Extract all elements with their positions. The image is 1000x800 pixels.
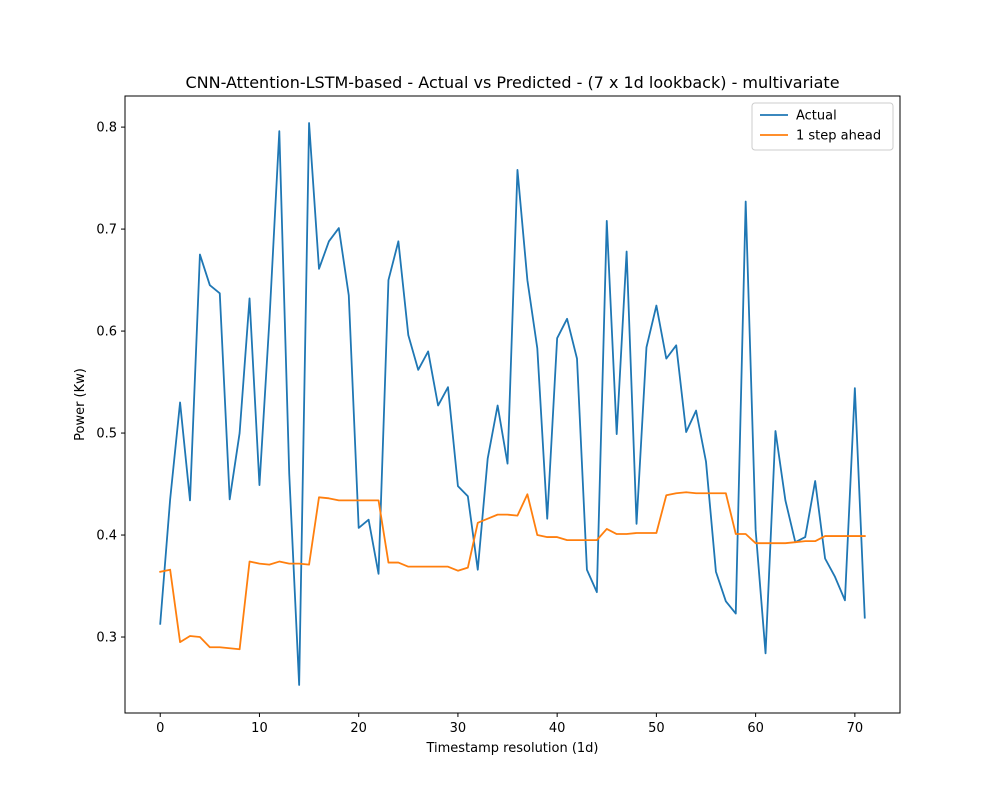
x-tick-label: 20 (350, 721, 367, 736)
series-line-1-step-ahead (159, 491, 866, 651)
y-tick-label: 0.5 (96, 427, 117, 442)
x-tick-label: 70 (847, 721, 864, 736)
y-axis: 0.3 0.4 0.5 0.6 0.7 0.8 (96, 121, 125, 646)
x-axis: 0 10 20 30 40 50 60 70 (156, 713, 863, 736)
y-tick-label: 0.3 (96, 631, 117, 646)
y-tick-label: 0.6 (96, 325, 117, 340)
x-tick-label: 30 (450, 721, 467, 736)
legend: Actual 1 step ahead (751, 102, 894, 151)
y-tick-label: 0.4 (96, 529, 117, 544)
legend-label-1-step-ahead: 1 step ahead (796, 129, 881, 144)
y-tick-label: 0.7 (96, 223, 117, 238)
x-tick-label: 0 (156, 721, 164, 736)
x-tick-label: 10 (251, 721, 268, 736)
x-tick-label: 40 (549, 721, 566, 736)
x-tick-label: 50 (648, 721, 665, 736)
y-axis-label: Power (Kw) (73, 368, 88, 441)
plot-frame (124, 95, 901, 714)
x-axis-label: Timestamp resolution (1d) (425, 741, 598, 756)
chart-title: CNN-Attention-LSTM-based - Actual vs Pre… (185, 73, 839, 92)
x-tick-label: 60 (747, 721, 764, 736)
series-line-actual (159, 122, 866, 686)
plot-lines (159, 122, 866, 686)
y-tick-label: 0.8 (96, 121, 117, 136)
legend-label-actual: Actual (796, 109, 837, 124)
